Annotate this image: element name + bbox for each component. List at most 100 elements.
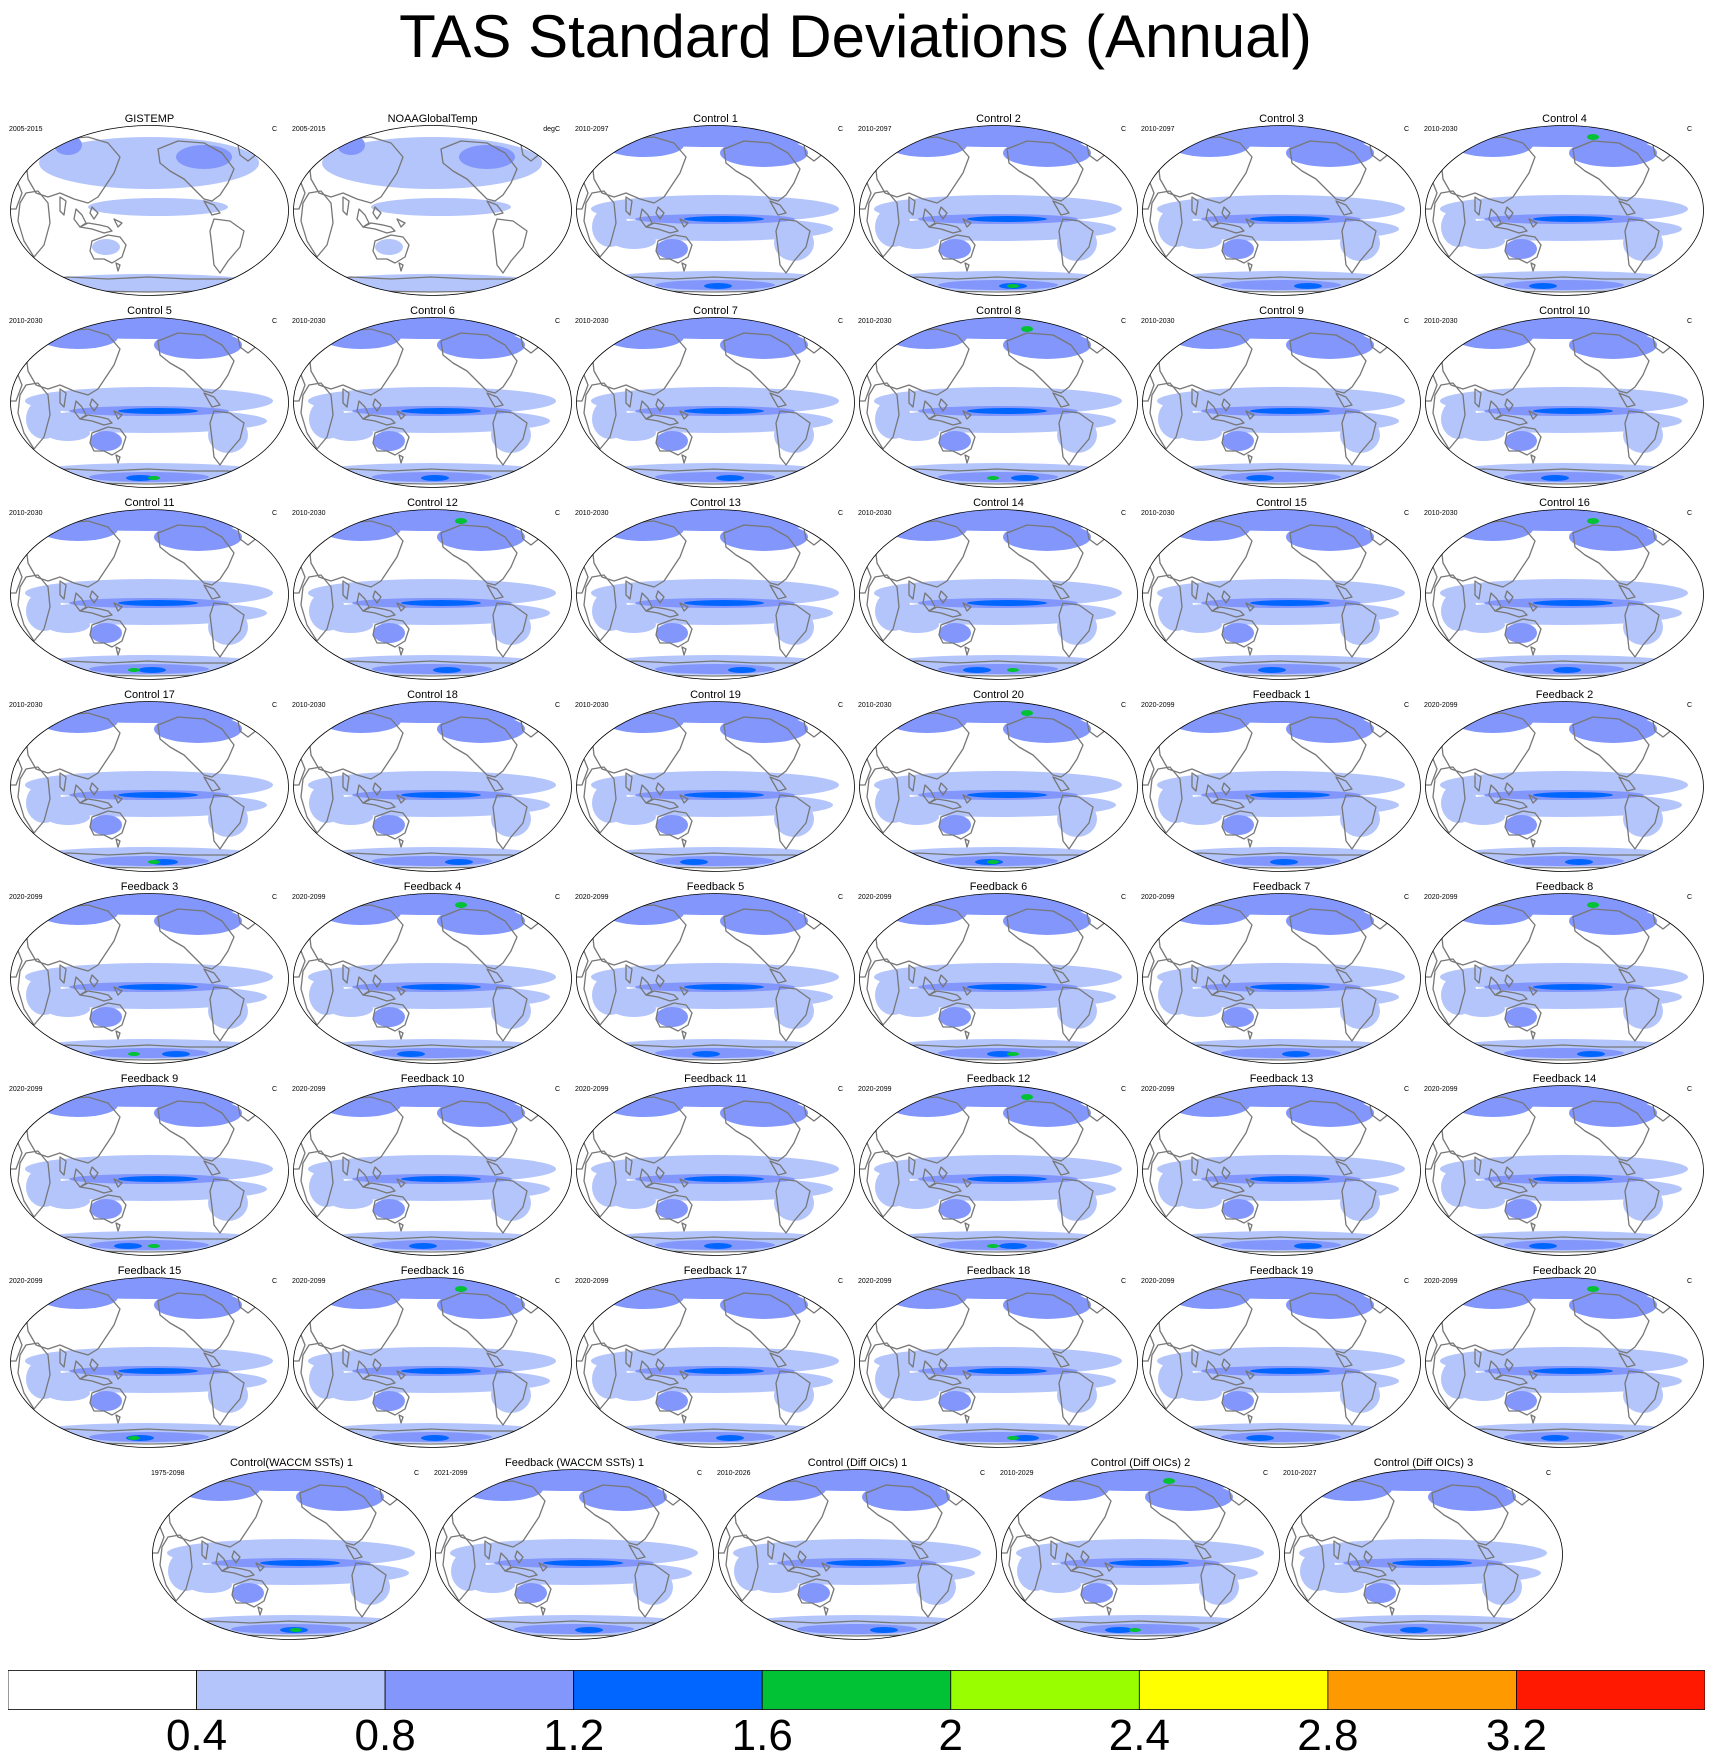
anomaly-contour (1221, 472, 1341, 482)
panel-units: C (1686, 702, 1692, 709)
panel-period: 2020-2099 (1424, 702, 1458, 709)
coastline (396, 218, 406, 228)
coastline (1618, 968, 1636, 984)
coastline (1530, 1222, 1536, 1232)
anomaly-contour (148, 860, 160, 864)
coastline (964, 1222, 970, 1232)
coastline (583, 190, 617, 258)
panel-title: Feedback 19 (1249, 1265, 1314, 1277)
coastline (1191, 580, 1199, 600)
coastline (1211, 798, 1245, 810)
coastline (351, 1562, 387, 1618)
anomaly-contour (1587, 134, 1599, 140)
anomaly-contour (875, 399, 911, 439)
panel-units: C (837, 1086, 843, 1093)
anomaly-contour (1623, 1377, 1663, 1413)
globe-map (1142, 701, 1421, 872)
globe-map (1142, 509, 1421, 680)
coastline (1572, 524, 1650, 586)
coastline (1335, 1160, 1353, 1176)
coastline (1624, 1178, 1660, 1234)
coastline (1058, 602, 1094, 658)
panel-units: C (837, 702, 843, 709)
coastline (89, 1386, 127, 1416)
anomaly-contour (401, 408, 481, 414)
panel-title: Feedback 15 (117, 1265, 182, 1277)
coastline (1572, 1100, 1650, 1162)
coastline (1530, 1030, 1536, 1040)
anomaly-contour (1434, 509, 1694, 531)
coastline (1624, 1370, 1660, 1426)
coastline (1289, 1292, 1367, 1354)
anomaly-contour (302, 317, 562, 339)
anomaly-contour (1222, 1391, 1254, 1411)
anomaly-contour (455, 1286, 467, 1292)
panel-units: C (979, 1470, 985, 1477)
panel-units: C (1120, 894, 1126, 901)
anomaly-contour (656, 1391, 688, 1411)
anomaly-contour (727, 1469, 987, 1491)
map-panel: Feedback 20 2020-2099 C (1423, 1265, 1706, 1450)
coastline (797, 1578, 835, 1608)
coastline (1341, 602, 1377, 658)
anomaly-contour (967, 984, 1047, 990)
anomaly-contour (302, 701, 562, 723)
globe-border (10, 509, 289, 680)
anomaly-contour (1565, 859, 1593, 865)
coastline (655, 1194, 693, 1224)
anomaly-contour (585, 701, 845, 723)
coastline (866, 1150, 900, 1218)
anomaly-contour (1057, 417, 1097, 453)
coastline (625, 1156, 633, 1176)
panel-title: GISTEMP (124, 113, 175, 125)
anomaly-contour (514, 1624, 634, 1634)
anomaly-contour (208, 417, 248, 453)
anomaly-contour (491, 801, 531, 837)
coastline (486, 392, 504, 408)
coastline (625, 964, 633, 984)
anomaly-contour (1158, 591, 1194, 631)
colorbar-bin (7, 1670, 197, 1710)
coastline (582, 1484, 660, 1546)
coastline (1221, 1358, 1231, 1372)
coastline (89, 974, 99, 988)
panel-units: C (1403, 510, 1409, 517)
coastline (209, 602, 245, 658)
anomaly-contour (491, 1185, 531, 1221)
coastline (440, 1292, 518, 1354)
anomaly-contour (656, 431, 688, 451)
anomaly-contour (114, 1243, 142, 1249)
coastline (938, 974, 948, 988)
coastline (1504, 618, 1542, 648)
map-panel: Control 18 2010-2030 C (291, 689, 574, 874)
anomaly-contour (684, 984, 764, 990)
panel-units: C (1120, 510, 1126, 517)
coastline (89, 1194, 127, 1224)
coastline (1052, 200, 1070, 216)
panel-title: Feedback 14 (1532, 1073, 1597, 1085)
coastline (17, 190, 51, 258)
coastline (769, 584, 787, 600)
coastline (1387, 1562, 1397, 1572)
anomaly-contour (1553, 667, 1581, 673)
panel-units: C (1403, 702, 1409, 709)
coastline (1211, 1182, 1245, 1194)
coastline (1353, 1566, 1387, 1578)
anomaly-contour (938, 280, 1058, 290)
anomaly-contour (963, 667, 991, 673)
panel-title: Control (Diff OICs) 3 (1373, 1457, 1474, 1469)
anomaly-contour (1222, 239, 1254, 259)
panel-title: Feedback 2 (1535, 689, 1594, 701)
coastline (486, 200, 504, 216)
map-panel: Control 1 2010-2097 C (574, 113, 857, 298)
coastline (203, 584, 221, 600)
anomaly-contour (128, 1436, 140, 1440)
anomaly-contour (373, 815, 405, 835)
coastline (625, 1348, 633, 1368)
panel-title: Control 14 (973, 497, 1024, 509)
anomaly-contour (1587, 902, 1599, 908)
panel-period: 2010-2030 (1424, 318, 1458, 325)
map-panel: Control 11 2010-2030 C (8, 497, 291, 682)
anomaly-contour (162, 1051, 190, 1057)
anomaly-contour (19, 509, 279, 531)
